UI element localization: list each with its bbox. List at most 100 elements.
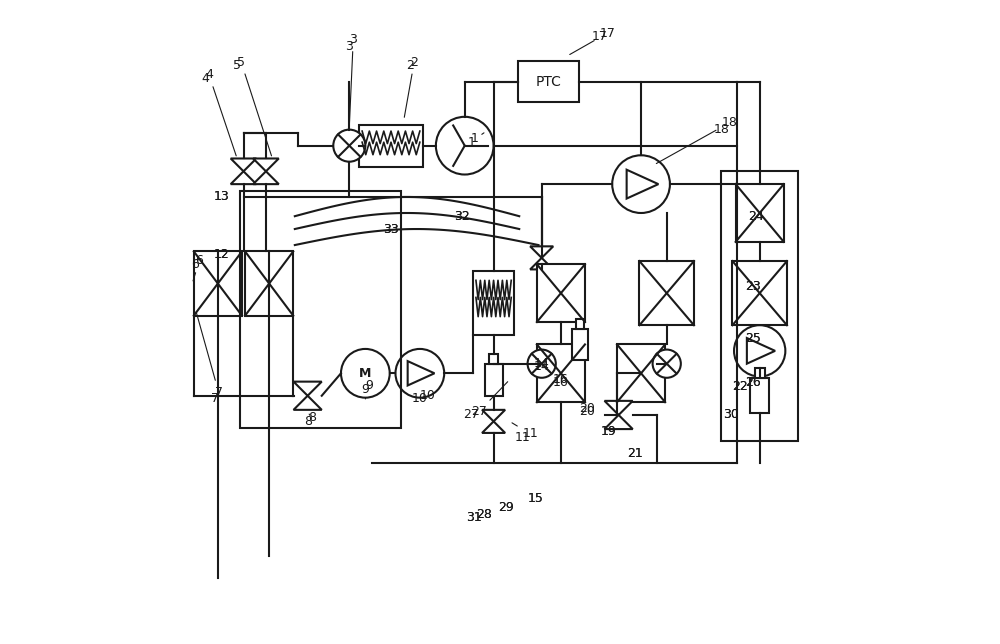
Circle shape xyxy=(528,350,556,378)
Text: 26: 26 xyxy=(745,376,761,390)
Text: 29: 29 xyxy=(499,502,514,515)
Text: 10: 10 xyxy=(412,392,428,406)
Text: 23: 23 xyxy=(745,280,761,293)
Bar xyxy=(572,329,588,360)
Text: 3: 3 xyxy=(349,33,357,124)
Polygon shape xyxy=(294,396,322,410)
Text: 13: 13 xyxy=(213,191,229,204)
Text: 16: 16 xyxy=(553,374,569,386)
Text: 23: 23 xyxy=(745,280,761,293)
Bar xyxy=(359,125,423,167)
Text: 10: 10 xyxy=(420,389,436,402)
Text: 12: 12 xyxy=(213,248,229,261)
Polygon shape xyxy=(253,171,279,184)
Text: 7: 7 xyxy=(196,312,223,399)
Text: 26: 26 xyxy=(745,376,761,390)
Text: 6: 6 xyxy=(193,254,203,281)
Bar xyxy=(489,354,498,364)
Circle shape xyxy=(734,325,785,377)
Text: 33: 33 xyxy=(383,223,399,236)
Text: 1: 1 xyxy=(471,133,484,146)
Text: 15: 15 xyxy=(527,492,543,505)
Text: 4: 4 xyxy=(205,68,236,156)
Text: 17: 17 xyxy=(591,30,607,43)
Circle shape xyxy=(653,350,681,378)
Bar xyxy=(485,364,503,396)
Circle shape xyxy=(395,349,444,397)
Text: 32: 32 xyxy=(454,210,469,223)
Bar xyxy=(518,61,579,102)
Polygon shape xyxy=(627,170,658,198)
Text: 14: 14 xyxy=(534,361,550,374)
Bar xyxy=(240,191,401,428)
Text: 16: 16 xyxy=(553,376,569,390)
Text: 14: 14 xyxy=(534,357,550,370)
Polygon shape xyxy=(231,171,256,184)
Text: 15: 15 xyxy=(527,492,543,505)
Text: 2: 2 xyxy=(406,59,414,72)
Text: 30: 30 xyxy=(723,408,739,421)
Text: 25: 25 xyxy=(745,332,761,345)
Text: 27: 27 xyxy=(463,408,479,421)
Text: 5: 5 xyxy=(233,59,241,72)
Text: 28: 28 xyxy=(476,508,492,521)
Text: 22: 22 xyxy=(733,379,748,393)
Text: 2: 2 xyxy=(404,55,418,117)
Bar xyxy=(245,251,293,316)
Text: 18: 18 xyxy=(713,123,729,136)
Text: 24: 24 xyxy=(749,210,764,223)
Polygon shape xyxy=(408,361,434,386)
Bar xyxy=(639,261,694,325)
Polygon shape xyxy=(605,401,633,415)
Text: 13: 13 xyxy=(213,191,229,204)
Bar xyxy=(617,345,665,402)
Text: 25: 25 xyxy=(745,332,761,345)
Polygon shape xyxy=(530,258,553,269)
Polygon shape xyxy=(605,415,633,429)
Bar xyxy=(194,251,242,316)
Text: PTC: PTC xyxy=(535,75,561,88)
Text: 11: 11 xyxy=(515,431,530,444)
Text: 33: 33 xyxy=(383,223,399,236)
Text: 5: 5 xyxy=(237,55,272,156)
Circle shape xyxy=(436,117,494,175)
Polygon shape xyxy=(747,338,775,364)
Bar xyxy=(576,319,584,329)
Text: 20: 20 xyxy=(579,405,595,418)
Text: 30: 30 xyxy=(723,408,739,421)
Polygon shape xyxy=(482,410,505,421)
Text: 24: 24 xyxy=(749,210,764,223)
Text: 31: 31 xyxy=(466,511,482,524)
Bar xyxy=(473,270,514,335)
Bar xyxy=(537,264,585,322)
Text: 8: 8 xyxy=(308,412,316,424)
Text: 8: 8 xyxy=(304,415,312,428)
Text: 6: 6 xyxy=(191,258,199,270)
Bar xyxy=(537,345,585,402)
Text: 31: 31 xyxy=(466,511,482,524)
Text: 29: 29 xyxy=(499,502,514,515)
Text: 20: 20 xyxy=(579,402,595,415)
Text: 12: 12 xyxy=(213,248,229,261)
Text: 7: 7 xyxy=(211,392,219,406)
Text: 28: 28 xyxy=(476,508,492,521)
Text: 27: 27 xyxy=(471,382,508,418)
Circle shape xyxy=(341,349,390,397)
Circle shape xyxy=(612,155,670,213)
Polygon shape xyxy=(530,247,553,258)
Text: 11: 11 xyxy=(512,423,538,440)
Text: 32: 32 xyxy=(454,210,469,223)
Text: 22: 22 xyxy=(733,379,748,393)
Text: M: M xyxy=(359,367,372,380)
Bar xyxy=(755,368,765,378)
Text: 17: 17 xyxy=(570,26,615,55)
Text: 3: 3 xyxy=(345,40,353,53)
Text: 9: 9 xyxy=(365,379,373,399)
Circle shape xyxy=(333,129,365,162)
Text: 21: 21 xyxy=(627,447,643,460)
Bar xyxy=(750,378,769,413)
Bar xyxy=(732,261,787,325)
Polygon shape xyxy=(482,421,505,433)
Bar xyxy=(721,171,798,440)
Text: 19: 19 xyxy=(601,424,617,437)
